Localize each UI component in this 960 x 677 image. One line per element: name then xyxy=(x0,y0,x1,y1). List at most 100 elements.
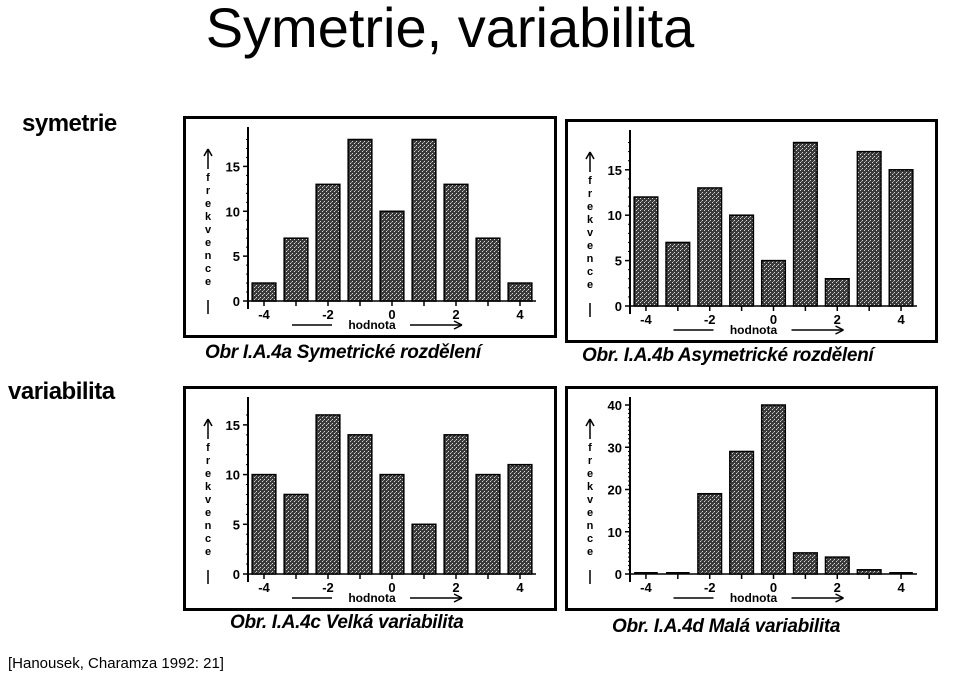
bar xyxy=(760,404,787,575)
bar xyxy=(411,138,437,302)
y-tick-label: 40 xyxy=(608,398,622,413)
chart-caption-b: Obr. I.A.4b Asymetrické rozdělení xyxy=(582,345,874,366)
bar xyxy=(411,523,437,575)
bar xyxy=(856,569,882,575)
arrow-up-icon xyxy=(585,151,595,172)
chart-panel-d: 0 10 20 30 40 -4 -2 0 2 4 hodnota f r e k v e n c e xyxy=(565,386,938,611)
arrow-up-icon xyxy=(585,418,595,439)
x-axis-label: hodnota xyxy=(348,591,396,605)
bar xyxy=(283,493,309,575)
x-tick-label: 0 xyxy=(770,312,777,327)
chart-caption-d: Obr. I.A.4d Malá variabilita xyxy=(612,616,841,637)
arrow-right-icon xyxy=(453,593,463,603)
chart-panel-b: 0 5 10 15 -4 -2 0 2 4 hodnota f r e k v e n c e xyxy=(565,119,938,343)
y-tick-label: 20 xyxy=(608,483,622,498)
bar xyxy=(251,282,277,302)
x-axis-label: hodnota xyxy=(348,318,396,332)
chart-panel-a: 0 5 10 15 -4 -2 0 2 4 hodnota f r e k v e n c e xyxy=(183,116,557,338)
bar xyxy=(315,183,341,302)
y-tick-label: 5 xyxy=(615,254,622,269)
histogram-high-variability: 0 5 10 15 -4 -2 0 2 4 hodnota f r e k v e n c e xyxy=(203,397,536,605)
x-tick-label: 0 xyxy=(770,580,777,595)
y-tick-label: 15 xyxy=(226,418,240,433)
bar xyxy=(251,473,277,575)
bar xyxy=(443,434,469,575)
bar xyxy=(729,450,755,575)
x-tick-label: -4 xyxy=(640,312,652,327)
chart-caption-a: Obr I.A.4a Symetrické rozdělení xyxy=(205,342,481,363)
x-tick-label: 2 xyxy=(834,312,841,327)
y-tick-label: 30 xyxy=(608,440,622,455)
bar xyxy=(475,473,501,575)
x-tick-label: 4 xyxy=(516,580,524,595)
arrow-up-icon xyxy=(203,418,213,439)
x-tick-label: -4 xyxy=(640,580,652,595)
x-tick-label: 0 xyxy=(388,580,395,595)
arrow-right-icon xyxy=(835,593,844,603)
y-tick-label: 10 xyxy=(226,204,240,219)
bar xyxy=(888,169,914,307)
arrow-up-icon xyxy=(203,148,213,169)
y-tick-label: 0 xyxy=(233,567,240,582)
section-label-symmetry: symetrie xyxy=(22,110,117,137)
x-axis-label: hodnota xyxy=(730,591,778,605)
bar xyxy=(824,278,850,307)
arrow-right-icon xyxy=(453,320,463,330)
x-tick-label: -4 xyxy=(258,307,270,322)
y-tick-label: 5 xyxy=(233,517,240,532)
bar xyxy=(633,196,659,307)
chart-panel-c: 0 5 10 15 -4 -2 0 2 4 hodnota f r e k v e n c e xyxy=(183,386,557,611)
x-tick-label: 4 xyxy=(897,580,905,595)
x-tick-label: 2 xyxy=(834,580,841,595)
y-tick-label: 0 xyxy=(615,299,622,314)
bar xyxy=(792,552,818,575)
bar xyxy=(283,237,309,302)
x-tick-label: -4 xyxy=(258,580,270,595)
chart-caption-c: Obr. I.A.4c Velká variabilita xyxy=(230,612,464,633)
x-tick-label: -2 xyxy=(322,307,334,322)
y-tick-label: 10 xyxy=(608,525,622,540)
bar xyxy=(507,463,533,575)
x-tick-label: 4 xyxy=(516,307,524,322)
bar xyxy=(697,492,723,575)
y-tick-label: 10 xyxy=(608,208,622,223)
bar xyxy=(347,434,373,575)
bar xyxy=(507,282,533,302)
x-tick-label: -2 xyxy=(322,580,334,595)
citation: [Hanousek, Charamza 1992: 21] xyxy=(8,655,224,672)
y-tick-label: 10 xyxy=(226,468,240,483)
bar xyxy=(443,183,469,302)
histogram-asymmetric: 0 5 10 15 -4 -2 0 2 4 hodnota f r e k v e n c e xyxy=(585,130,917,337)
x-axis-label: hodnota xyxy=(730,323,778,337)
x-tick-label: 2 xyxy=(452,307,459,322)
bar xyxy=(379,210,405,302)
x-tick-label: -2 xyxy=(704,580,716,595)
y-tick-label: 0 xyxy=(233,294,240,309)
section-label-variability: variabilita xyxy=(8,378,115,405)
bar xyxy=(315,414,341,575)
bar xyxy=(792,141,818,307)
page-title: Symetrie, variabilita xyxy=(205,0,695,59)
bar xyxy=(475,237,501,302)
bar xyxy=(665,241,691,307)
bar xyxy=(760,259,787,307)
arrow-right-icon xyxy=(835,325,844,335)
histogram-low-variability: 0 10 20 30 40 -4 -2 0 2 4 hodnota f r e k v e n c e xyxy=(585,397,917,605)
bar xyxy=(379,473,405,575)
bar xyxy=(856,150,882,307)
y-tick-label: 15 xyxy=(226,159,240,174)
bar xyxy=(347,138,373,302)
histogram-symmetric: 0 5 10 15 -4 -2 0 2 4 hodnota f r e k v e n c e xyxy=(203,127,536,332)
x-tick-label: 4 xyxy=(897,312,905,327)
bar xyxy=(824,556,850,575)
y-tick-label: 0 xyxy=(615,567,622,582)
y-tick-label: 15 xyxy=(608,163,622,178)
y-tick-label: 5 xyxy=(233,249,240,264)
bar xyxy=(697,187,723,307)
x-tick-label: 2 xyxy=(452,580,459,595)
x-tick-label: -2 xyxy=(704,312,716,327)
